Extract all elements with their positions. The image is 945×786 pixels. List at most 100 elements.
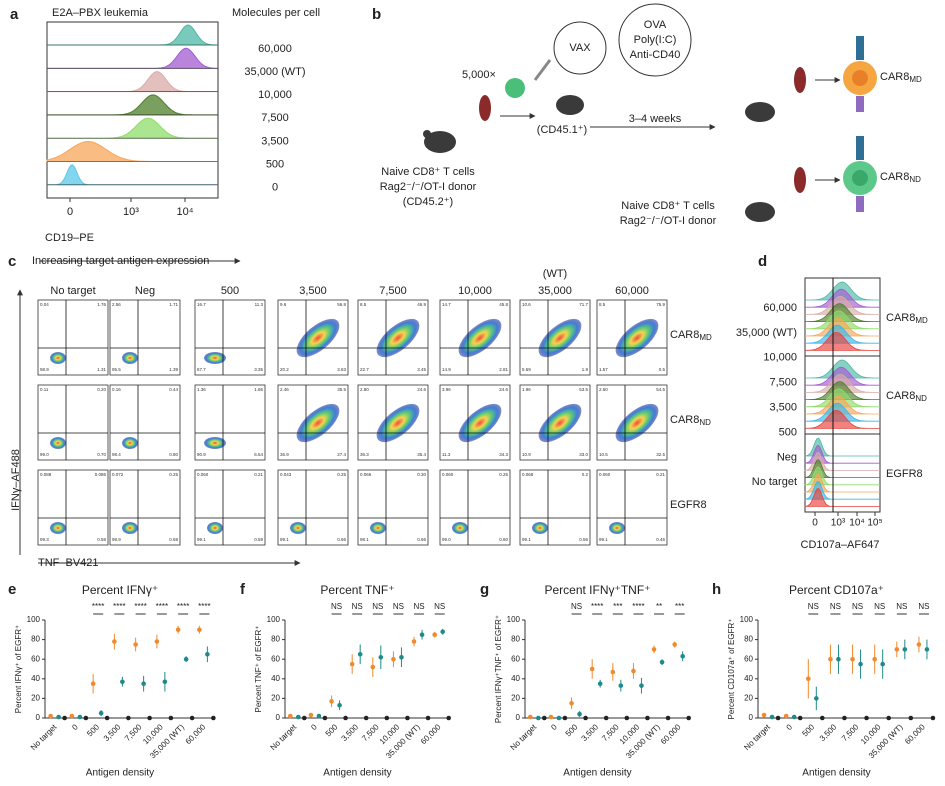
data-point xyxy=(189,715,195,721)
donor: Rag2⁻/⁻/OT-I donor xyxy=(380,181,477,193)
significance: **** xyxy=(156,602,168,611)
quadrant-value: 11.3 xyxy=(442,452,451,457)
data-point xyxy=(62,715,67,721)
quadrant-value: 99.1 xyxy=(522,537,531,542)
cell-cloud xyxy=(538,318,582,358)
y-tick-label: 40 xyxy=(271,674,280,683)
level-label: 10,000 xyxy=(258,89,292,101)
data-point xyxy=(536,715,541,721)
significance: NS xyxy=(393,602,404,611)
mouse xyxy=(424,131,456,153)
data-point xyxy=(828,656,833,662)
quadrant-value: 0.16 xyxy=(112,387,121,392)
quadrant-value: 9.6 xyxy=(280,302,287,307)
data-point xyxy=(842,715,847,721)
donor: (CD45.2⁺) xyxy=(403,196,453,208)
quadrant-value: 8.5 xyxy=(360,302,367,307)
histogram xyxy=(804,409,880,429)
y-tick-label: 20 xyxy=(744,694,753,703)
data-point xyxy=(211,715,216,721)
x-tick-label: No target xyxy=(269,722,299,752)
quadrant-value: 0.060 xyxy=(442,472,454,477)
label-sub: ND xyxy=(909,175,921,184)
vax: VAX xyxy=(569,42,591,54)
significance: **** xyxy=(591,602,603,611)
flow-plot xyxy=(596,469,668,546)
data-point xyxy=(556,715,562,721)
quadrant-value: 99.0 xyxy=(442,537,451,542)
significance: NS xyxy=(852,602,863,611)
flow-plot xyxy=(194,299,266,376)
significance: NS xyxy=(896,602,907,611)
cell-cloud xyxy=(615,318,659,358)
y-axis-label: Percent TNF⁺ of EGFR⁺ xyxy=(254,626,263,713)
data-point xyxy=(528,714,533,720)
donor: Rag2⁻/⁻/OT-I donor xyxy=(620,215,717,227)
data-point xyxy=(916,642,922,647)
data-point xyxy=(603,715,609,721)
histogram xyxy=(804,402,880,422)
data-point xyxy=(672,642,677,647)
cell-cloud xyxy=(204,352,226,364)
x-tick-label: 10³ xyxy=(123,206,139,218)
panel-title: E2A–PBX leukemia xyxy=(52,7,149,19)
data-point xyxy=(894,647,900,652)
data-point xyxy=(597,681,603,686)
group-label: CAR8ND xyxy=(886,390,927,403)
group-label: CAR8MD xyxy=(886,312,928,325)
data-point xyxy=(349,661,355,667)
spleen xyxy=(794,67,806,93)
quadrant-value: 22.7 xyxy=(360,367,369,372)
label-sub: MD xyxy=(915,316,928,325)
label-sub: ND xyxy=(699,418,711,427)
data-point xyxy=(583,715,588,721)
data-point xyxy=(308,712,314,718)
x-axis-label: CD19–PE xyxy=(45,232,94,244)
level-label: 0 xyxy=(272,182,278,194)
data-point xyxy=(120,679,125,685)
quadrant-value: 0.25 xyxy=(169,472,178,477)
panel-letter: d xyxy=(758,253,767,270)
quadrant-value: 98.9 xyxy=(112,537,121,542)
quadrant-value: 45.8 xyxy=(499,302,508,307)
significance: NS xyxy=(331,602,342,611)
quadrant-value: 75.9 xyxy=(656,302,665,307)
receptor xyxy=(856,196,864,212)
data-point xyxy=(77,714,83,720)
data-point xyxy=(886,715,891,721)
data-point xyxy=(391,656,396,662)
dose: 5,000× xyxy=(462,69,496,81)
data-point xyxy=(296,714,301,720)
data-point xyxy=(90,681,96,686)
x-tick-label: No target xyxy=(742,722,772,752)
y-tick-label: 40 xyxy=(511,674,520,683)
quadrant-value: 71.7 xyxy=(579,302,588,307)
panel-letter: c xyxy=(8,253,16,270)
y-axis-label: Percent IFNγ⁺TNF⁺ of EGFR⁺ xyxy=(494,615,503,723)
quadrant-value: 0.66 xyxy=(337,537,346,542)
quadrant-value: 1.31 xyxy=(97,367,106,372)
x-axis-label: CD107a–AF647 xyxy=(801,539,880,551)
data-point xyxy=(902,647,908,652)
y-tick-label: 60 xyxy=(271,654,280,663)
data-point xyxy=(610,669,616,675)
quadrant-value: 0.44 xyxy=(169,387,178,392)
data-point xyxy=(112,639,117,644)
cell-cloud xyxy=(452,522,468,534)
x-tick-label: 3,500 xyxy=(580,722,601,743)
x-tick-label: 500 xyxy=(324,722,340,738)
data-point xyxy=(680,653,685,659)
quadrant-value: 0.21 xyxy=(254,472,263,477)
data-point xyxy=(908,715,914,721)
cell-cloud xyxy=(609,522,625,534)
quadrant-value: 0.068 xyxy=(522,472,534,477)
data-point xyxy=(363,715,369,721)
histogram xyxy=(805,317,880,337)
row-label: CAR8ND xyxy=(670,414,711,427)
mouse-ear xyxy=(423,130,431,138)
data-point xyxy=(370,664,376,670)
x-tick-label: 10⁴ xyxy=(849,518,864,529)
histogram xyxy=(47,47,219,69)
data-point xyxy=(147,715,152,721)
